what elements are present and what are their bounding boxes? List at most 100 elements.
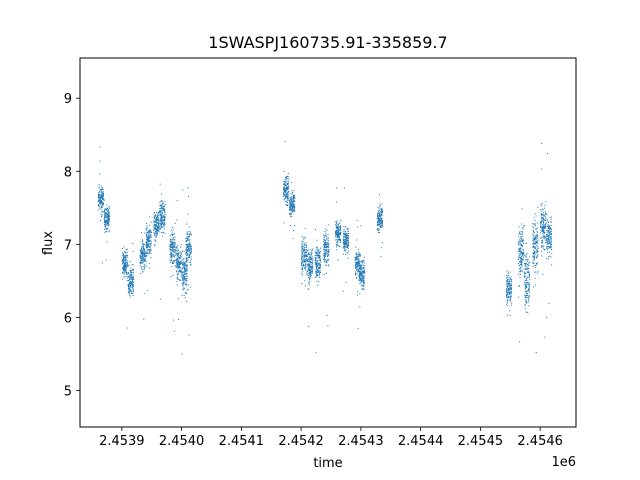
data-point	[523, 262, 525, 264]
data-point	[160, 218, 162, 220]
data-point	[98, 184, 100, 186]
data-point	[176, 266, 178, 268]
data-point	[131, 272, 133, 274]
data-point	[346, 252, 348, 254]
data-point	[283, 193, 285, 195]
data-point	[292, 198, 294, 200]
data-point	[129, 279, 131, 281]
data-point	[358, 276, 360, 278]
data-point	[336, 249, 338, 251]
data-point	[339, 239, 341, 241]
data-point	[148, 236, 150, 238]
data-point	[100, 196, 102, 198]
data-point	[186, 268, 188, 270]
data-point	[189, 261, 191, 263]
data-point	[543, 237, 545, 239]
data-point	[315, 261, 317, 263]
data-point	[363, 276, 365, 278]
y-tick-label: 7	[64, 238, 72, 253]
data-point	[157, 218, 159, 220]
data-point	[101, 200, 103, 202]
data-point	[508, 282, 510, 284]
data-point	[185, 258, 187, 260]
data-point	[542, 217, 544, 219]
data-point	[171, 261, 173, 263]
data-point	[181, 270, 183, 272]
data-point	[305, 267, 307, 269]
data-point	[170, 262, 172, 264]
data-point	[527, 263, 529, 265]
data-point	[182, 288, 184, 290]
data-point	[381, 210, 383, 212]
data-point	[160, 205, 162, 207]
data-point	[542, 214, 544, 216]
data-point	[176, 274, 178, 276]
data-point	[186, 269, 188, 271]
data-point	[185, 283, 187, 285]
data-point	[287, 191, 289, 193]
data-point	[307, 269, 309, 271]
data-point	[304, 237, 306, 239]
data-point	[541, 220, 543, 222]
data-point	[536, 237, 538, 239]
data-point	[359, 252, 361, 254]
data-point	[380, 208, 382, 210]
data-point	[170, 229, 172, 231]
data-point	[363, 280, 365, 282]
data-point	[102, 193, 104, 195]
data-point	[524, 298, 526, 300]
data-point	[526, 301, 528, 303]
data-point	[305, 259, 307, 261]
data-point	[154, 244, 156, 246]
data-point	[103, 199, 105, 201]
data-point	[303, 263, 305, 265]
data-point	[356, 268, 358, 270]
data-point	[335, 233, 337, 235]
data-point	[337, 223, 339, 225]
data-point	[532, 246, 534, 248]
data-point	[540, 204, 542, 206]
data-point	[542, 245, 544, 247]
data-point	[549, 241, 551, 243]
data-point	[100, 213, 102, 215]
data-point	[190, 250, 192, 252]
data-point	[159, 224, 161, 226]
data-point	[287, 172, 289, 174]
data-point	[526, 263, 528, 265]
data-point	[303, 242, 305, 244]
data-point	[292, 205, 294, 207]
data-point	[339, 229, 341, 231]
data-point	[379, 225, 381, 227]
data-point	[284, 194, 286, 196]
data-point	[361, 287, 363, 289]
data-point	[150, 257, 152, 259]
data-point	[163, 210, 165, 212]
data-point	[290, 208, 292, 210]
data-point	[291, 206, 293, 208]
data-point	[508, 290, 510, 292]
data-point	[506, 284, 508, 286]
data-point	[518, 240, 520, 242]
data-point	[316, 270, 318, 272]
data-point	[101, 197, 103, 199]
data-point	[543, 229, 544, 231]
data-point	[293, 199, 295, 201]
data-point	[160, 217, 162, 219]
data-point	[163, 226, 165, 228]
data-point	[359, 271, 361, 273]
data-point	[308, 282, 310, 284]
data-point	[305, 252, 307, 254]
data-point	[506, 285, 508, 287]
data-point	[324, 246, 326, 248]
data-point	[550, 230, 552, 232]
data-point	[284, 179, 286, 181]
data-point	[316, 247, 318, 249]
data-point	[173, 234, 175, 236]
data-point	[344, 233, 346, 235]
data-point	[533, 241, 535, 243]
data-point	[147, 241, 149, 243]
data-point	[314, 256, 316, 258]
data-point	[172, 254, 174, 256]
data-point	[100, 207, 102, 209]
